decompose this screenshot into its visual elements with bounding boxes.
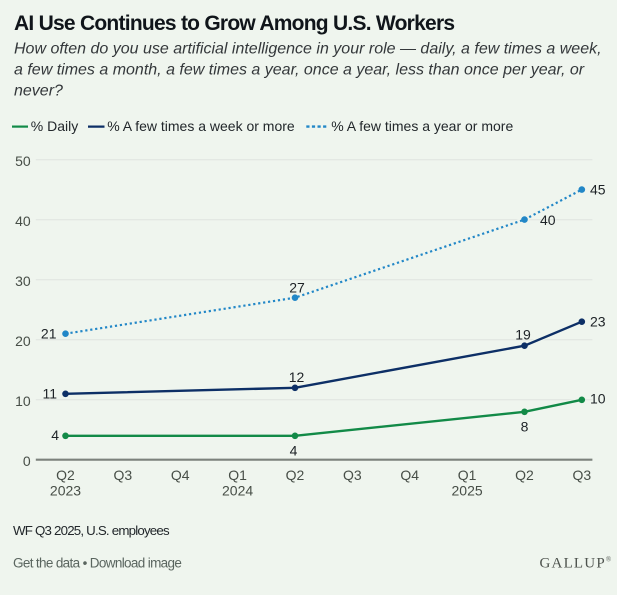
svg-text:21: 21: [41, 326, 57, 342]
svg-text:Q3: Q3: [343, 467, 362, 483]
svg-text:10: 10: [15, 393, 31, 409]
svg-text:Q3: Q3: [572, 467, 591, 483]
svg-text:Q3: Q3: [114, 467, 133, 483]
svg-text:12: 12: [289, 369, 305, 385]
svg-text:% A few times a week or more: % A few times a week or more: [107, 118, 295, 134]
svg-text:2024: 2024: [222, 482, 253, 498]
svg-text:Q2: Q2: [515, 467, 534, 483]
svg-text:a few times a month, a few tim: a few times a month, a few times a year,…: [14, 62, 585, 79]
svg-text:Q2: Q2: [286, 467, 305, 483]
svg-text:4: 4: [51, 427, 59, 443]
svg-text:40: 40: [15, 213, 31, 229]
svg-text:30: 30: [15, 273, 31, 289]
svg-text:2025: 2025: [452, 482, 483, 498]
svg-text:4: 4: [290, 442, 298, 458]
svg-text:Q1: Q1: [228, 467, 247, 483]
svg-text:2023: 2023: [50, 482, 81, 498]
svg-text:27: 27: [289, 279, 305, 295]
svg-text:WF Q3 2025, U.S. employees: WF Q3 2025, U.S. employees: [13, 523, 170, 538]
svg-text:19: 19: [515, 327, 531, 343]
svg-text:Q2: Q2: [56, 467, 75, 483]
svg-text:Get the data • Download image: Get the data • Download image: [13, 556, 181, 571]
svg-text:10: 10: [590, 391, 606, 407]
svg-text:8: 8: [521, 418, 529, 434]
svg-text:GALLUP®: GALLUP®: [540, 556, 612, 572]
svg-text:How often do you use artificia: How often do you use artificial intellig…: [14, 41, 602, 58]
svg-text:0: 0: [23, 453, 31, 469]
svg-text:AI Use Continues to Grow Among: AI Use Continues to Grow Among U.S. Work…: [14, 12, 454, 35]
svg-text:20: 20: [15, 333, 31, 349]
svg-text:never?: never?: [14, 83, 63, 100]
svg-text:45: 45: [590, 181, 606, 197]
svg-text:40: 40: [540, 212, 556, 228]
svg-text:% A few times a year or more: % A few times a year or more: [331, 118, 513, 134]
svg-text:Q4: Q4: [400, 467, 419, 483]
svg-text:Q4: Q4: [171, 467, 190, 483]
svg-text:50: 50: [15, 153, 31, 169]
svg-text:11: 11: [42, 386, 57, 402]
svg-text:Q1: Q1: [458, 467, 477, 483]
svg-text:% Daily: % Daily: [31, 118, 78, 134]
svg-text:23: 23: [590, 314, 606, 330]
